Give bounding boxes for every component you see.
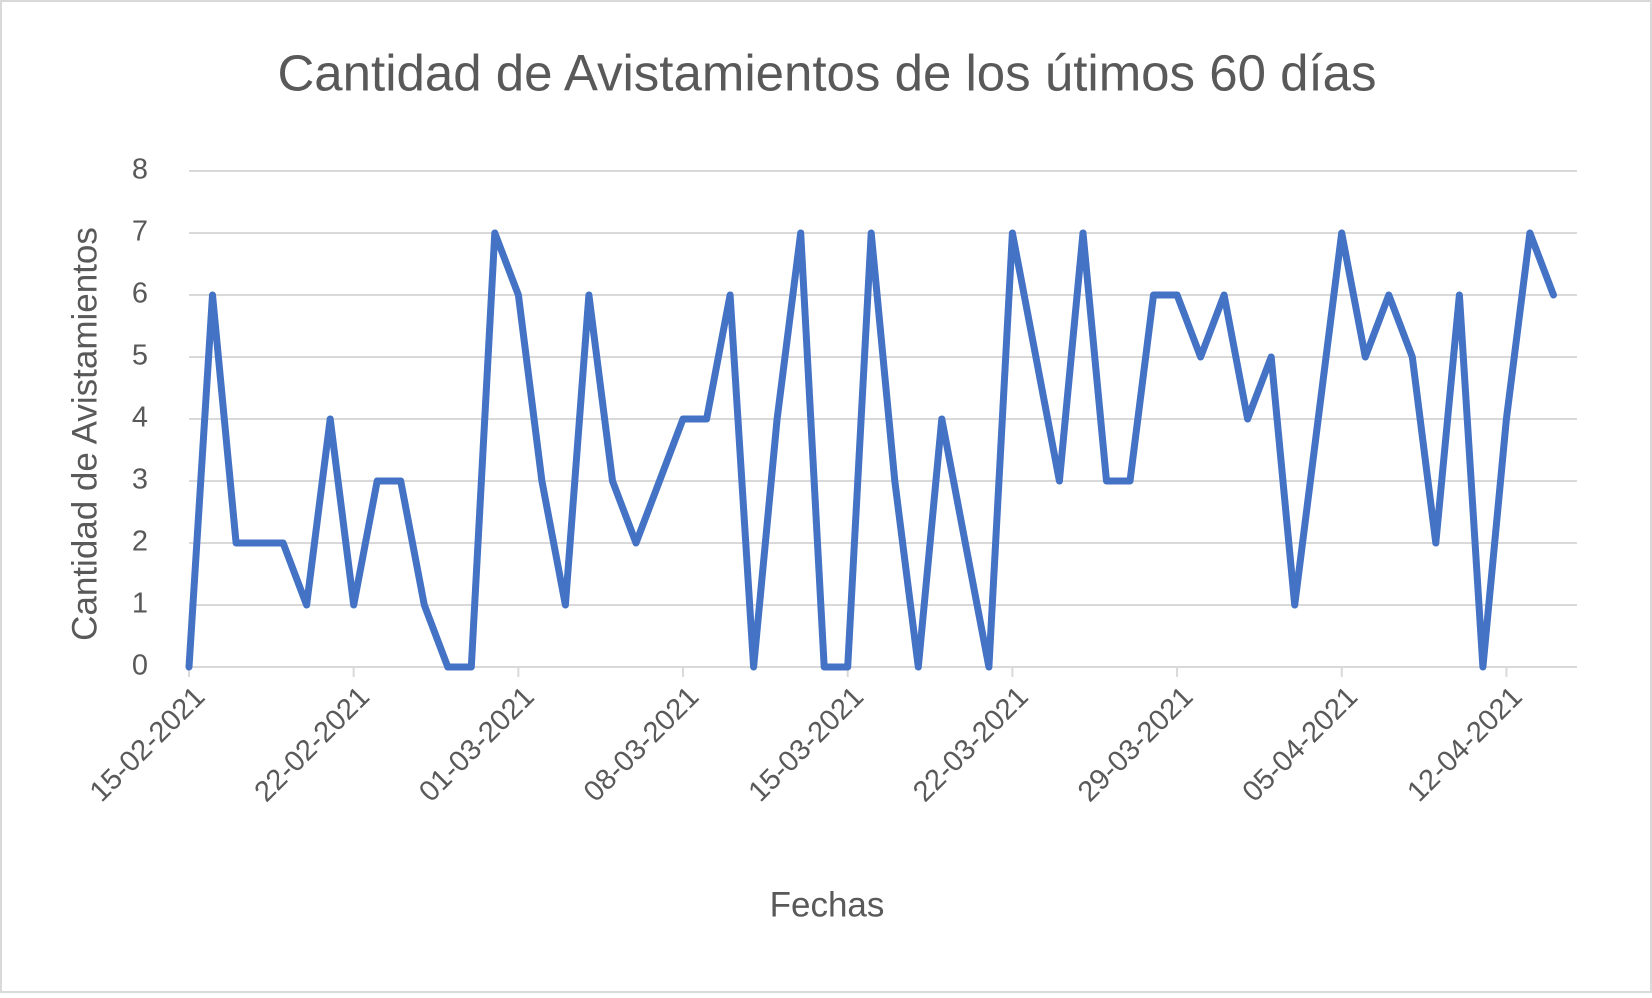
chart-title: Cantidad de Avistamientos de los útimos … [277,44,1376,101]
y-axis-label: Cantidad de Avistamientos [65,227,104,641]
x-axis-label: Fechas [770,885,885,924]
y-tick-label: 3 [132,464,148,496]
y-tick-label: 8 [132,154,148,186]
y-tick-label: 2 [132,526,148,558]
y-tick-label: 4 [132,402,148,434]
y-tick-label: 1 [132,588,148,620]
y-tick-label: 0 [132,650,148,682]
y-tick-label: 5 [132,340,148,372]
data-line [185,229,1557,671]
y-tick-label: 6 [132,278,148,310]
y-tick-label: 7 [132,216,148,248]
